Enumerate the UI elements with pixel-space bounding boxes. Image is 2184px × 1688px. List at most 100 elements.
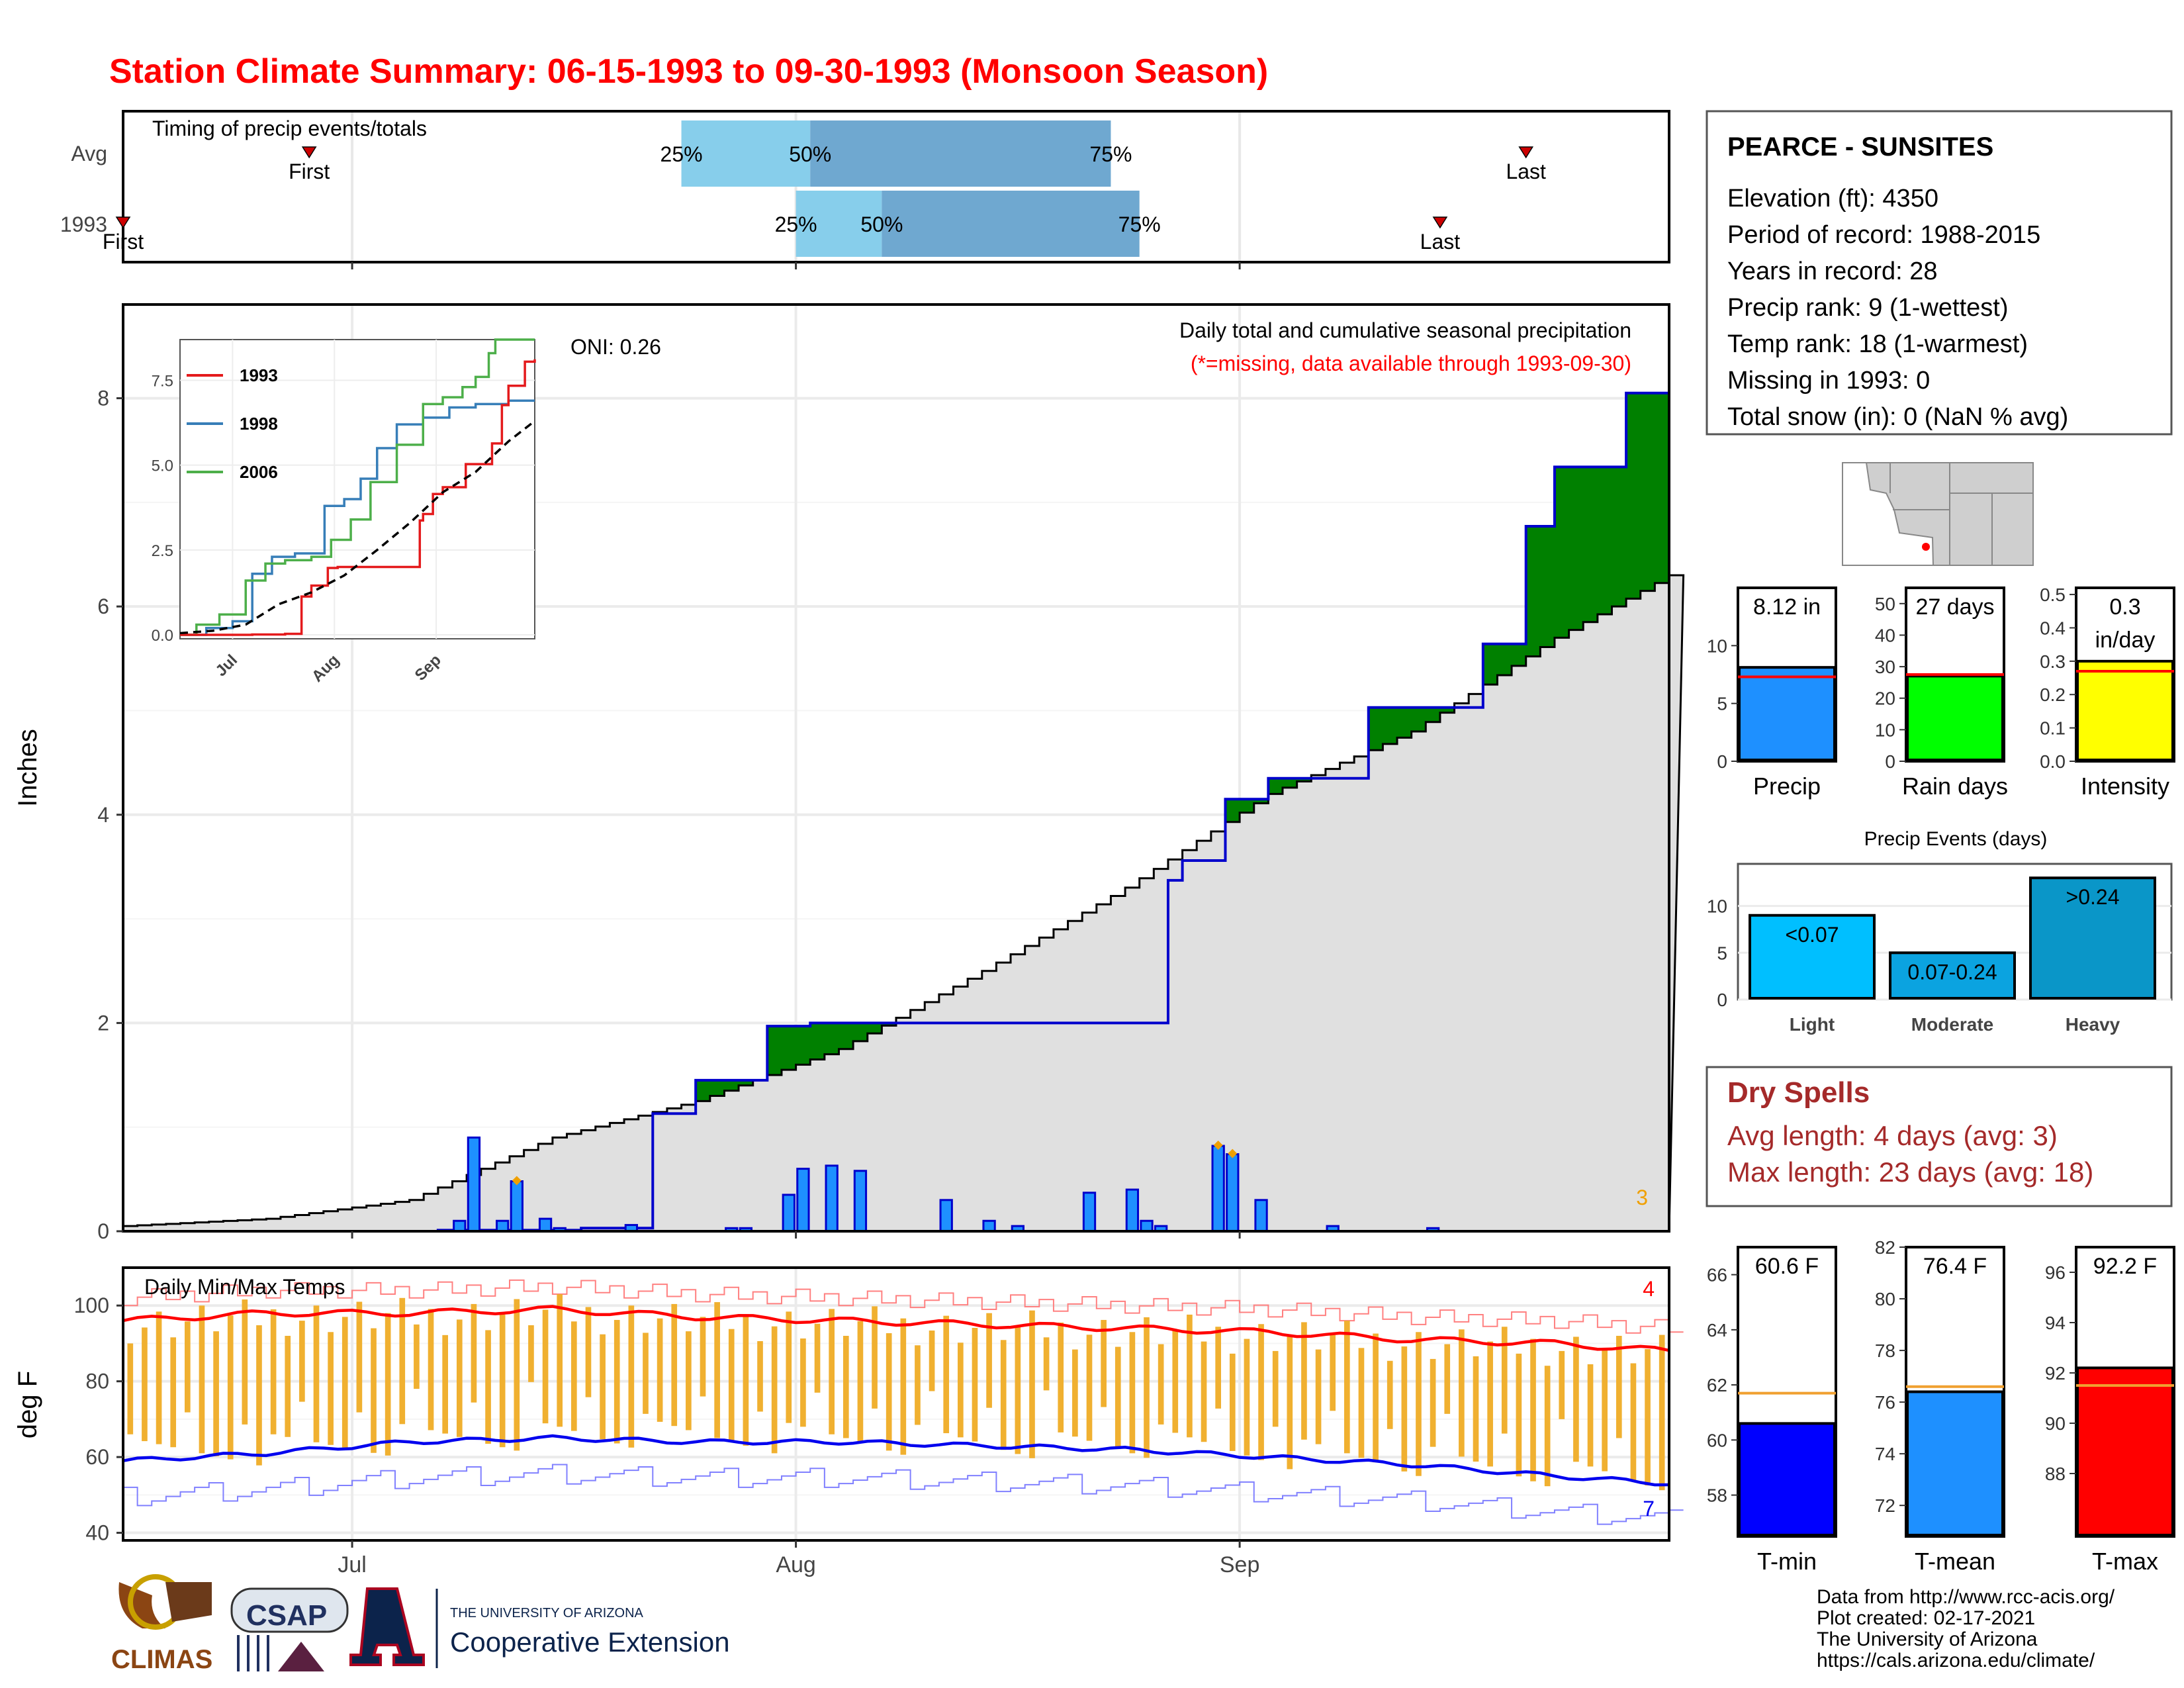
- events-category-0: Light: [1790, 1014, 1835, 1035]
- avg-max-line: [122, 1305, 1670, 1352]
- daily-temp-bar-95: [1487, 1341, 1493, 1467]
- precip-anomaly-day-43: [739, 1080, 754, 1086]
- intensity-value-label-0: 0.3: [2109, 594, 2140, 620]
- precip-anomaly-day-106: [1640, 393, 1656, 591]
- precip-total-tick-2: 10: [1707, 635, 1727, 656]
- daily-temp-bar-104: [1615, 1336, 1622, 1438]
- daily-temp-bar-17: [371, 1328, 377, 1453]
- daily-precip-bar-11: [825, 1164, 839, 1233]
- daily-temp-bar-68: [1101, 1319, 1107, 1407]
- timing-title: Timing of precip events/totals: [152, 117, 427, 140]
- timing-p25-label-1993: 25%: [775, 212, 817, 236]
- station-line-4: Precip rank: 9 (1-wettest): [1727, 294, 2008, 322]
- daily-temp-bar-52: [872, 1306, 878, 1409]
- events-tick-2: 10: [1707, 896, 1727, 917]
- daily-temp-bar-18: [385, 1313, 391, 1456]
- rain-days-value-label-0: 27 days: [1915, 594, 1994, 620]
- daily-temp-bar-94: [1473, 1356, 1479, 1462]
- rain-days-tick-2: 20: [1875, 688, 1895, 709]
- precip-anomaly-day-98: [1525, 526, 1541, 657]
- timing-first-label-1993: First: [103, 230, 144, 254]
- daily-temp-bar-73: [1172, 1329, 1179, 1433]
- daily-temp-bar-56: [929, 1330, 935, 1391]
- daily-temp-bar-40: [700, 1317, 706, 1397]
- precip-anomaly-day-91: [1426, 707, 1441, 722]
- daily-temp-bar-16: [356, 1301, 363, 1413]
- dry-spells-box: Dry Spells Avg length: 4 days (avg: 3) M…: [1706, 1066, 2173, 1207]
- daily-precip-bar-18: [1140, 1219, 1154, 1233]
- daily-temp-bar-79: [1258, 1324, 1264, 1460]
- precip-anomaly-day-100: [1554, 467, 1570, 638]
- tmax-name: T-max: [2092, 1548, 2158, 1575]
- daily-temp-bar-35: [628, 1305, 635, 1448]
- inset-ytick-1: 2.5: [152, 542, 173, 560]
- precip-anomaly-day-104: [1612, 467, 1627, 607]
- temp-title: Daily Min/Max Temps: [144, 1275, 345, 1299]
- inset-lines: [179, 338, 536, 639]
- csap-cloud: [230, 1587, 349, 1633]
- ua-small-text: THE UNIVERSITY OF ARIZONA: [450, 1606, 644, 1620]
- temp-grid: [124, 1269, 1668, 1539]
- daily-temp-bar-96: [1501, 1327, 1508, 1434]
- legend-1998: 1998: [240, 414, 278, 434]
- daily-temp-bar-15: [341, 1317, 348, 1448]
- daily-temp-bar-13: [313, 1305, 320, 1442]
- observed-cumulative-line: [123, 385, 1670, 1233]
- footer-line-2: Plot created: 02-17-2021: [1817, 1607, 2035, 1629]
- daily-temp-bar-1: [142, 1327, 148, 1442]
- events-bar-label-2: >0.24: [2066, 885, 2120, 909]
- intensity-value-label-1: in/day: [2095, 628, 2156, 653]
- timing-row-avg: Avg: [71, 142, 107, 165]
- daily-temp-bar-48: [814, 1323, 821, 1393]
- daily-temp-bar-23: [456, 1319, 463, 1437]
- daily-temp-bar-32: [585, 1307, 592, 1397]
- precip-description: Daily total and cumulative seasonal prec…: [1179, 318, 1631, 342]
- intensity-tick-5: 0.5: [2040, 585, 2066, 605]
- tmax-tick-2: 92: [2045, 1363, 2066, 1383]
- tmax-bar: [2076, 1366, 2174, 1536]
- daily-temp-bar-6: [213, 1331, 219, 1456]
- daily-temp-bar-41: [714, 1302, 720, 1438]
- daily-temp-bar-84: [1330, 1335, 1336, 1411]
- precip-anomaly-day-81: [1283, 778, 1298, 788]
- precip-anomaly-day-82: [1297, 778, 1312, 782]
- inset-frame: [179, 339, 535, 639]
- daily-temp-bar-44: [757, 1341, 763, 1412]
- daily-temp-bar-0: [127, 1343, 134, 1434]
- daily-temp-bar-10: [270, 1309, 277, 1434]
- daily-temp-bar-88: [1387, 1360, 1393, 1429]
- daily-temp-bar-42: [728, 1329, 735, 1442]
- daily-temp-bar-97: [1516, 1353, 1522, 1477]
- precip-anomaly-day-102: [1583, 467, 1598, 622]
- precip-anomaly-day-105: [1626, 393, 1641, 599]
- tmean-bar: [1906, 1390, 2004, 1536]
- temp-ytick-label-3: 100: [74, 1293, 109, 1317]
- daily-temp-bar-43: [743, 1314, 749, 1446]
- legend-1993: 1993: [240, 365, 278, 385]
- csap-rain-icon: [237, 1635, 269, 1671]
- tmin-tick-2: 62: [1707, 1375, 1727, 1395]
- daily-precip-bar-3: [510, 1180, 523, 1233]
- daily-temp-bar-65: [1058, 1322, 1064, 1432]
- station-name: PEARCE - SUNSITES: [1727, 132, 1993, 162]
- station-line-5: Temp rank: 18 (1-warmest): [1727, 330, 2028, 358]
- daily-precip-marker-3: [512, 1176, 522, 1186]
- precip-anomaly-day-92: [1439, 707, 1455, 713]
- inset-ytick-0: 0.0: [152, 627, 173, 645]
- tmin-value-label-0: 60.6 F: [1755, 1254, 1819, 1279]
- daily-temp-bar-70: [1129, 1332, 1136, 1454]
- timing-bar-q1-Avg: [681, 120, 811, 187]
- timing-first-marker-Avg: [301, 146, 317, 159]
- csap-mountain-icon: [278, 1642, 324, 1671]
- daily-precip-bar-2: [496, 1219, 510, 1233]
- daily-temp-bar-74: [1187, 1314, 1193, 1438]
- daily-temp-bar-9: [256, 1325, 262, 1466]
- month-axis: Jul Aug Sep: [338, 262, 1259, 1577]
- events-bar-label-0: <0.07: [1786, 923, 1839, 947]
- daily-temp-bar-89: [1401, 1346, 1408, 1472]
- legend-2006: 2006: [240, 462, 278, 482]
- daily-temp-bar-27: [514, 1299, 520, 1451]
- precip-anomaly-day-45: [767, 1026, 782, 1076]
- daily-precip-bar-13: [939, 1199, 953, 1233]
